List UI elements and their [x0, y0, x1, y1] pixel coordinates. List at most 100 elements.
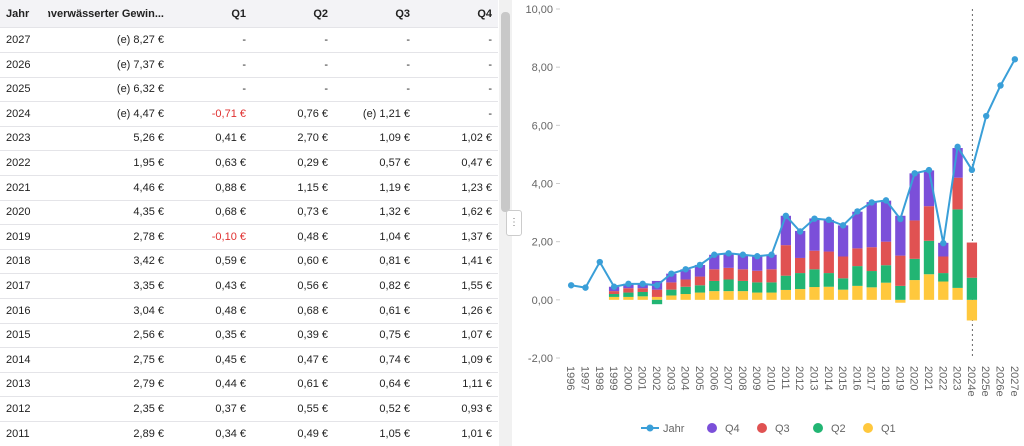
bar [823, 286, 834, 300]
x-tick-label: 2008 [736, 366, 748, 390]
bar [623, 288, 634, 293]
bar [923, 240, 935, 275]
scrollbar[interactable] [499, 0, 512, 446]
bar [852, 248, 863, 267]
table-row: 2015 2,56 € 0,35 € 0,39 € 0,75 € 1,07 € [0, 323, 498, 349]
bar [737, 269, 749, 281]
bar [709, 269, 720, 281]
bar [723, 267, 734, 280]
table-cell: 3,42 € [133, 255, 164, 268]
table-row: 2023 5,26 € 0,41 € 2,70 € 1,09 € 1,02 € [0, 126, 498, 152]
table-cell: -0,10 € [211, 230, 246, 243]
bar [637, 291, 648, 297]
bar [852, 211, 863, 249]
bar [795, 257, 806, 274]
bar [823, 273, 834, 287]
table-cell: 0,52 € [379, 403, 410, 415]
scroll-thumb[interactable] [501, 12, 510, 212]
table-cell: 2,78 € [133, 230, 164, 243]
table-cell: 1,01 € [461, 427, 492, 440]
table-cell: 1,04 € [379, 230, 410, 243]
splitter-handle[interactable]: ⋮ [506, 210, 522, 236]
bar [623, 296, 634, 300]
point [596, 258, 603, 266]
point [796, 228, 804, 235]
table-row: 2024 (e) 4,47 € -0,71 € 0,76 € (e) 1,21 € - [0, 102, 498, 127]
table-cell: 2019 [6, 230, 31, 243]
table-cell: 1,37 € [461, 230, 492, 243]
bar [752, 270, 763, 283]
bar [623, 292, 634, 297]
table-row: 2020 4,35 € 0,68 € 0,73 € 1,32 € 1,62 € [0, 200, 498, 226]
table-cell: 0,75 € [379, 329, 410, 342]
bar [680, 286, 691, 295]
bar [766, 254, 777, 270]
table-cell: 3,04 € [133, 304, 164, 317]
legend-marker [813, 423, 823, 433]
bar [880, 282, 892, 300]
bar [608, 291, 620, 295]
table-cell: - [324, 83, 328, 96]
x-tick-label: 2010 [765, 366, 777, 390]
x-tick-label: 2027e [1008, 366, 1020, 397]
point [1011, 56, 1019, 63]
x-tick-label: 2019 [893, 366, 905, 390]
bar [666, 273, 677, 283]
bar [809, 269, 820, 288]
bar [966, 299, 978, 321]
bar [723, 253, 734, 268]
x-tick-label: 2023 [951, 366, 963, 390]
bar [651, 296, 663, 300]
bar [938, 273, 949, 282]
table-cell: 2021 [6, 181, 31, 194]
bar [909, 258, 920, 281]
bar [837, 225, 849, 257]
table-cell: 1,09 € [461, 353, 492, 366]
legend-marker [707, 423, 717, 433]
x-tick-label: 2005 [693, 366, 705, 390]
table-cell: 2022 [6, 157, 31, 169]
bar [837, 289, 849, 300]
column-header[interactable]: Q1 [231, 7, 246, 20]
point [668, 270, 675, 277]
table-cell: 0,49 € [297, 427, 328, 440]
column-header[interactable]: Jahr [6, 7, 30, 20]
legend-label: Q4 [725, 423, 740, 435]
table-cell: (e) 4,47 € [116, 107, 164, 120]
bar [895, 285, 906, 300]
bar [952, 148, 963, 178]
table-cell: 2018 [6, 255, 31, 268]
bar [623, 283, 634, 289]
bar [895, 215, 906, 256]
table-cell: 0,63 € [215, 157, 246, 169]
bar [952, 209, 963, 288]
table-cell: 2,75 € [133, 353, 164, 366]
bar [780, 275, 791, 290]
table-cell: 0,88 € [215, 181, 246, 194]
column-header[interactable]: Q4 [477, 7, 492, 20]
point [925, 166, 933, 174]
column-header[interactable]: unverwässerter Gewin... [48, 7, 164, 20]
x-tick-label: 2016 [850, 366, 862, 390]
table-cell: 0,59 € [215, 255, 246, 268]
column-header[interactable]: Q2 [313, 7, 328, 20]
table-cell: 0,60 € [297, 255, 328, 268]
legend-marker [863, 423, 873, 433]
table-cell: 0,37 € [215, 403, 246, 415]
point [811, 215, 818, 222]
table-cell: - [242, 58, 246, 71]
table-cell: 1,07 € [461, 329, 492, 342]
bar [694, 292, 706, 300]
bar [737, 254, 749, 270]
bar [637, 288, 648, 292]
bar [608, 286, 620, 292]
column-header[interactable]: Q3 [395, 7, 410, 20]
point [997, 82, 1004, 89]
bar [795, 230, 806, 258]
bar [752, 292, 763, 300]
bar [766, 292, 777, 300]
table-cell: -0,71 € [211, 107, 246, 120]
point [868, 199, 875, 206]
table-cell: 0,93 € [461, 403, 492, 415]
